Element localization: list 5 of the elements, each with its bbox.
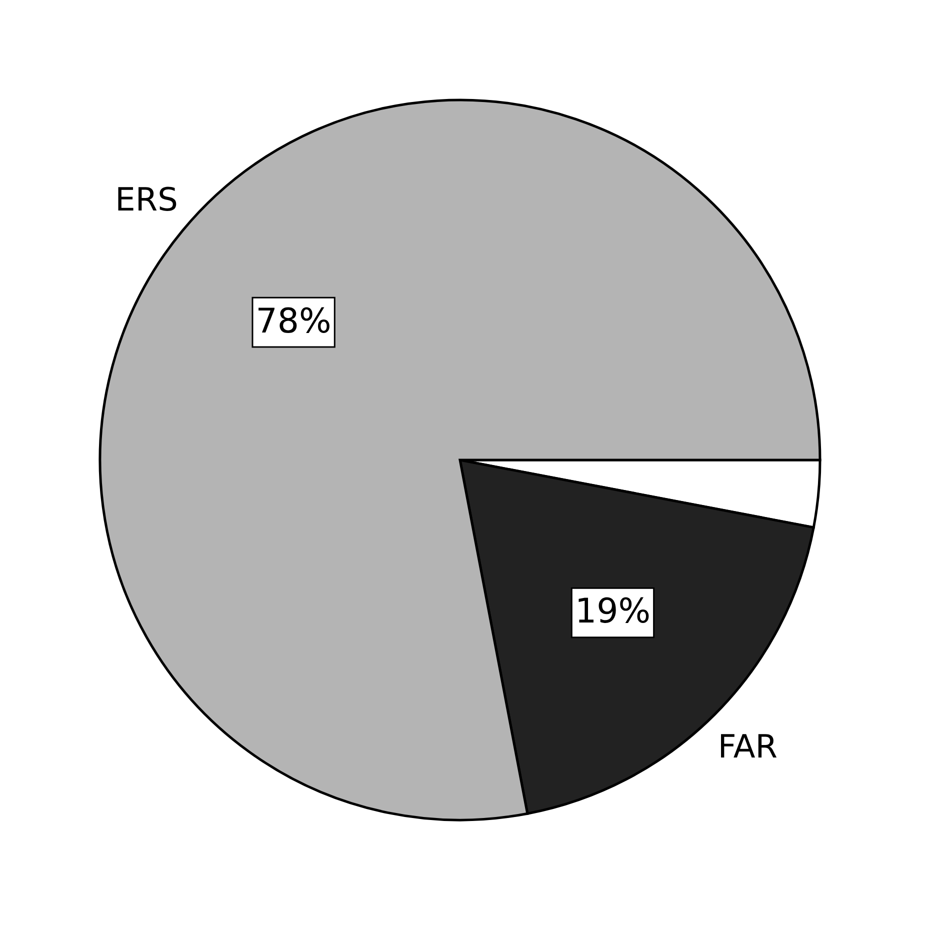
slice-label: ERS	[115, 180, 178, 219]
data-label: 78%	[256, 301, 332, 342]
slice-label: FAR	[718, 728, 778, 766]
pie-slice	[99, 98, 822, 821]
data-label: 19%	[574, 592, 651, 632]
